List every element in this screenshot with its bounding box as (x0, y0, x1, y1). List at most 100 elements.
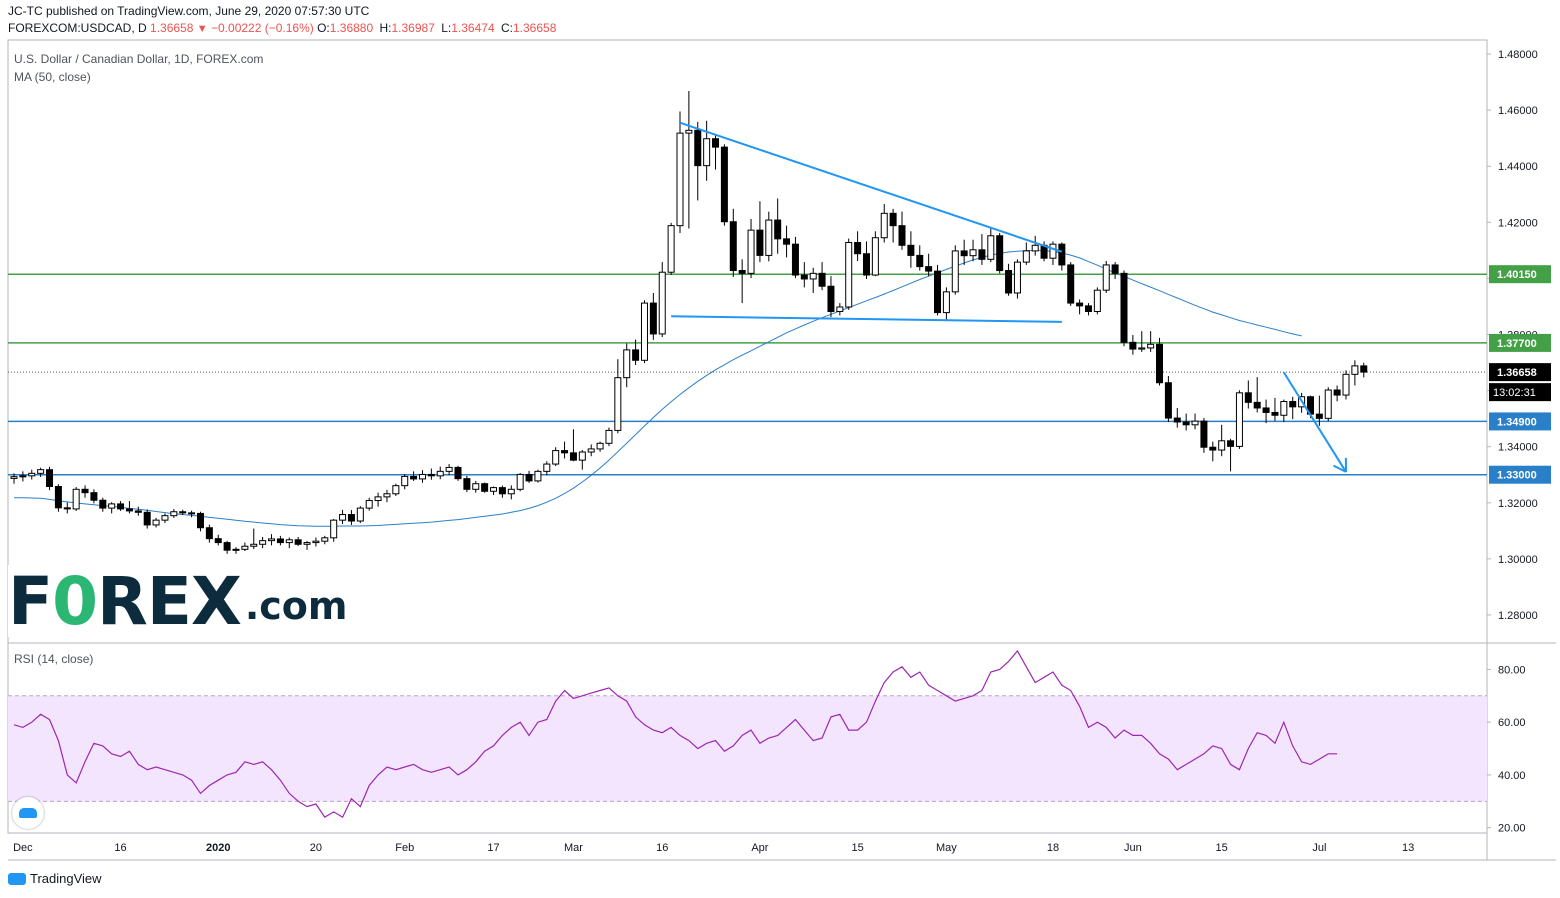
candle-48 (436, 466, 444, 480)
countdown-badge-bg (1489, 383, 1551, 402)
candle-23 (214, 534, 222, 546)
candle-body (596, 442, 604, 450)
candle-90 (809, 267, 817, 293)
candle-body (614, 377, 622, 431)
rsi-legend[interactable]: RSI (14, close) (14, 652, 94, 666)
candle-body (1156, 343, 1164, 384)
candle-body (1005, 270, 1013, 294)
candle-body (632, 349, 640, 361)
candle-136 (1218, 424, 1226, 457)
candle-15 (143, 509, 151, 529)
level-badge-1.34900: 1.34900 (1497, 416, 1537, 428)
candle-84 (756, 201, 764, 263)
candle-96 (862, 241, 870, 279)
candle-111 (996, 232, 1004, 274)
candle-28 (259, 536, 267, 549)
candle-body (765, 219, 773, 256)
candle-133 (1191, 413, 1199, 430)
high-value: 1.36987 (391, 21, 435, 35)
candle-body (134, 510, 142, 513)
candle-body (996, 235, 1004, 272)
time-tick-label: 17 (487, 842, 499, 854)
candle-body (276, 538, 284, 544)
candle-52 (472, 480, 480, 493)
candle-body (72, 488, 80, 510)
candle-body (578, 451, 586, 461)
candle-body (1058, 243, 1066, 266)
candle-body (1227, 440, 1235, 447)
time-tick-label: May (936, 842, 957, 854)
price-tick-label: 1.44000 (1498, 161, 1538, 173)
candle-body (925, 266, 933, 272)
candle-83 (747, 218, 755, 279)
candle-36 (330, 519, 338, 542)
candle-body (978, 249, 986, 260)
candle-body (1342, 373, 1350, 396)
candle-body (37, 469, 45, 474)
candle-151 (1351, 360, 1359, 386)
candle-152 (1360, 362, 1368, 378)
candle-88 (791, 236, 799, 279)
price-tick-label: 1.32000 (1498, 498, 1538, 510)
candle-body (703, 138, 711, 167)
candle-body (1360, 365, 1368, 373)
candle-body (339, 514, 347, 521)
rsi-tick-label: 40.00 (1498, 770, 1526, 782)
candle-body (871, 237, 879, 276)
candle-68 (614, 359, 622, 434)
candle-body (392, 485, 400, 495)
candle-13 (125, 501, 133, 514)
candle-body (28, 472, 36, 477)
candle-91 (818, 262, 826, 291)
candle-body (401, 475, 409, 487)
candle-body (312, 540, 320, 544)
candle-118 (1058, 242, 1066, 271)
level-badge-1.33000: 1.33000 (1497, 470, 1537, 482)
candle-body (756, 229, 764, 256)
price-tick-label: 1.46000 (1498, 105, 1538, 117)
candle-body (774, 219, 782, 240)
candle-33 (303, 540, 311, 550)
candle-115 (1031, 235, 1039, 256)
candle-25 (232, 547, 240, 554)
candle-body (188, 512, 196, 515)
candle-22 (205, 524, 213, 543)
candle-body (623, 349, 631, 379)
candle-body (934, 270, 942, 314)
candle-body (605, 429, 613, 444)
candle-140 (1253, 377, 1261, 413)
candle-body (1182, 421, 1190, 426)
candle-body (1022, 250, 1030, 263)
tradingview-label: TradingView (30, 871, 102, 886)
candle-body (960, 250, 968, 257)
candle-97 (871, 231, 879, 277)
rsi-tick-label: 80.00 (1498, 664, 1526, 676)
candle-20 (188, 510, 196, 518)
candle-body (1235, 392, 1243, 447)
tradingview-badge-icon[interactable] (12, 797, 44, 829)
candle-body (285, 539, 293, 544)
candle-body (161, 515, 169, 521)
candle-body (46, 469, 54, 488)
rsi-tick-label: 20.00 (1498, 823, 1526, 835)
candle-body (108, 503, 116, 509)
ma-legend[interactable]: MA (50, close) (14, 70, 91, 84)
candle-body (1129, 341, 1137, 350)
time-tick-label: Feb (395, 842, 414, 854)
descending-triangle-top (679, 121, 1063, 253)
candle-body (543, 463, 551, 472)
candle-135 (1209, 441, 1217, 462)
candle-64 (578, 450, 586, 470)
price-tick-label: 1.48000 (1498, 49, 1538, 61)
tradingview-logo[interactable]: TradingView (8, 871, 102, 886)
candle-body (827, 285, 835, 312)
candle-body (791, 243, 799, 276)
candle-body (63, 507, 71, 510)
forex-logo-domain: .com (244, 584, 348, 628)
candle-body (889, 212, 897, 227)
price-tick-label: 1.30000 (1498, 554, 1538, 566)
candle-40 (365, 497, 373, 511)
candle-body (179, 511, 187, 514)
candle-113 (1013, 259, 1021, 299)
